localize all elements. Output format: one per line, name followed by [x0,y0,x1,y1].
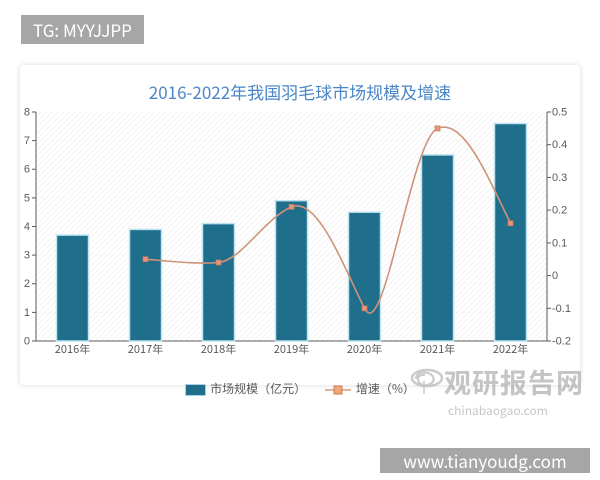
svg-text:4: 4 [24,221,30,233]
svg-text:3: 3 [24,250,30,262]
svg-text:2021年: 2021年 [420,341,455,357]
svg-text:2019年: 2019年 [274,341,309,357]
svg-text:5: 5 [24,192,30,204]
svg-text:0.2: 0.2 [552,205,567,217]
svg-text:2: 2 [24,278,30,290]
svg-text:6: 6 [24,164,30,176]
svg-text:-0.2: -0.2 [552,336,571,348]
svg-text:2022年: 2022年 [493,341,528,357]
svg-text:1: 1 [24,307,30,319]
svg-text:0.3: 0.3 [552,172,567,184]
svg-text:0: 0 [24,336,30,348]
svg-text:-0.1: -0.1 [552,303,571,315]
svg-text:2017年: 2017年 [128,341,163,357]
svg-text:2020年: 2020年 [347,341,382,357]
svg-text:2018年: 2018年 [201,341,236,357]
svg-text:0.5: 0.5 [552,107,567,119]
svg-text:0.4: 0.4 [552,139,567,151]
svg-text:0: 0 [552,270,558,282]
svg-text:2016年: 2016年 [55,341,90,357]
svg-text:7: 7 [24,135,30,147]
svg-text:0.1: 0.1 [552,237,567,249]
svg-text:8: 8 [24,107,30,119]
